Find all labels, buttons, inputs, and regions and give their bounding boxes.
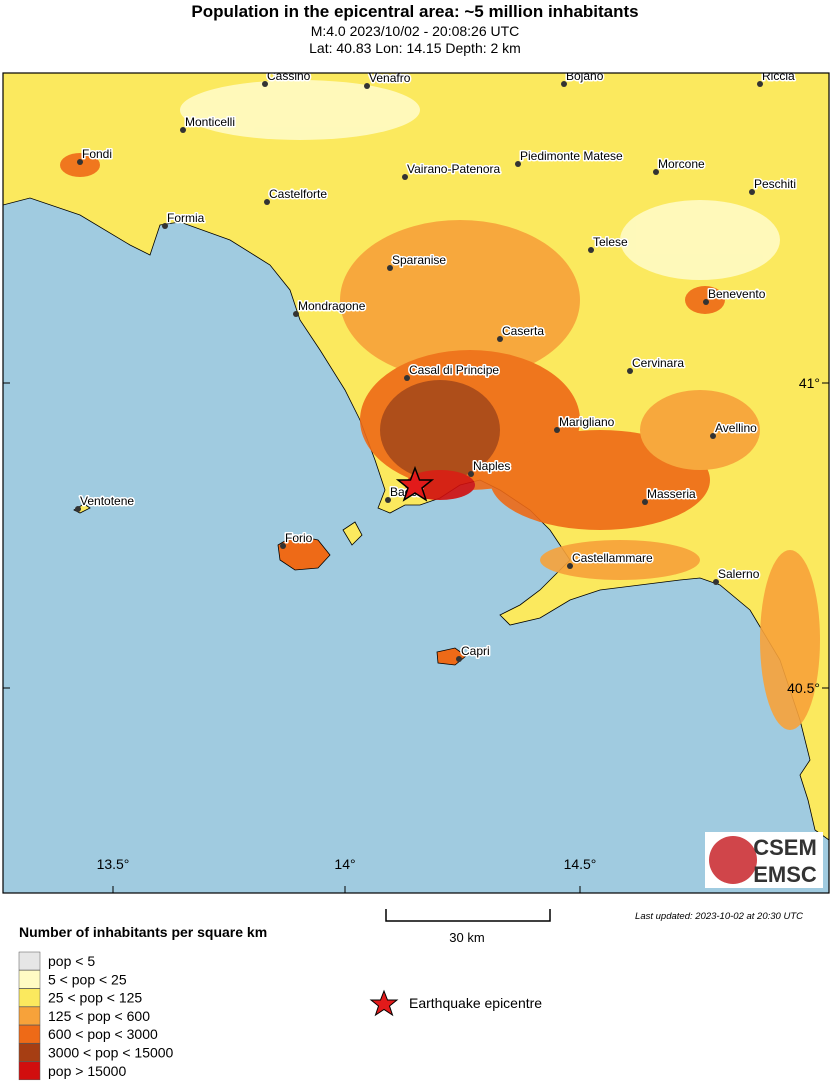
city-dot — [404, 375, 410, 381]
city-dot — [385, 497, 391, 503]
city-label: Formia — [167, 211, 205, 225]
city-dot — [749, 189, 755, 195]
city-label: Castelforte — [269, 187, 327, 201]
city-label: Marigliano — [559, 415, 615, 429]
legend-swatch — [18, 1006, 41, 1026]
subtitle: M:4.0 2023/10/02 - 20:08:26 UTC — [311, 23, 520, 39]
title: Population in the epicentral area: ~5 mi… — [191, 2, 638, 21]
legend-label: 600 < pop < 3000 — [48, 1026, 158, 1042]
city-dot — [713, 579, 719, 585]
city-dot — [642, 499, 648, 505]
city-label: Sparanise — [392, 253, 446, 267]
islands — [73, 503, 467, 666]
legend-label: 3000 < pop < 15000 — [48, 1045, 174, 1061]
city-dot — [280, 543, 286, 549]
city-label: Forio — [285, 531, 313, 545]
lon-label: 14.5° — [564, 856, 597, 872]
last-updated: Last updated: 2023-10-02 at 20:30 UTC — [635, 911, 803, 922]
legend-swatch — [18, 970, 41, 989]
city-dot — [77, 159, 83, 165]
city-label: Cervinara — [632, 356, 684, 370]
city-label: Riccia — [762, 69, 795, 83]
city-label: Morcone — [658, 157, 705, 171]
city-dot — [627, 368, 633, 374]
city-dot — [567, 563, 573, 569]
city-label: Casal di Principe — [409, 363, 499, 377]
city-dot — [588, 247, 594, 253]
scale-bar — [385, 909, 551, 922]
city-dot — [456, 656, 462, 662]
subtitle: Lat: 40.83 Lon: 14.15 Depth: 2 km — [309, 40, 521, 56]
city-label: Benevento — [708, 287, 766, 301]
legend-swatch — [18, 1043, 41, 1062]
city-label: Telese — [593, 235, 628, 249]
city-label: Fondi — [82, 147, 112, 161]
city-dot — [554, 427, 560, 433]
city-dot — [703, 299, 709, 305]
map: Cassino Venafro Bojano Riccia Monticelli Fond… — [3, 69, 829, 893]
city-label: Cassino — [267, 69, 311, 83]
legend-swatch — [18, 951, 41, 971]
city-dot — [364, 83, 370, 89]
city-label: Vairano-Patenora — [407, 162, 500, 176]
legend-label: 125 < pop < 600 — [48, 1008, 150, 1024]
city-dot — [387, 265, 393, 271]
logo-globe — [709, 836, 757, 884]
logo-text: CSEM — [753, 835, 817, 860]
logo-text: EMSC — [753, 862, 817, 887]
legend-swatch — [18, 988, 41, 1007]
legend-star — [369, 989, 399, 1017]
legend-swatch — [18, 1061, 41, 1081]
city-dot — [468, 471, 474, 477]
city-dot — [262, 81, 268, 87]
legend-epicentre: Earthquake epicentre — [409, 995, 542, 1011]
city-dot — [515, 161, 521, 167]
city-dot — [162, 223, 168, 229]
city-dot — [75, 506, 81, 512]
city-label: Capri — [461, 644, 490, 658]
city-dot — [402, 174, 408, 180]
city-dot — [180, 127, 186, 133]
city-label: Bojano — [566, 69, 604, 83]
city-dot — [264, 199, 270, 205]
scale-label: 30 km — [449, 930, 484, 945]
legend-title: Number of inhabitants per square km — [19, 924, 267, 940]
epicentre-star — [395, 465, 435, 502]
city-label: Mondragone — [298, 299, 366, 313]
city-label: Castellammare — [572, 551, 653, 565]
city-dot — [710, 433, 716, 439]
legend-label: 25 < pop < 125 — [48, 990, 142, 1006]
city-dot — [653, 169, 659, 175]
lat-label: 41° — [799, 375, 820, 391]
legend-label: 5 < pop < 25 — [48, 971, 127, 987]
lat-label: 40.5° — [787, 680, 820, 696]
city-label: Peschiti — [754, 177, 796, 191]
city-dot — [757, 81, 763, 87]
legend-swatch — [18, 1024, 41, 1044]
city-label: Avellino — [715, 421, 757, 435]
legend-label: pop < 5 — [48, 953, 95, 969]
city-label: Salerno — [718, 567, 760, 581]
population-density — [60, 80, 820, 730]
lon-label: 14° — [334, 856, 355, 872]
city-dot — [497, 336, 503, 342]
city-label: Monticelli — [185, 115, 235, 129]
city-dot — [293, 311, 299, 317]
lon-label: 13.5° — [97, 856, 130, 872]
city-dot — [561, 81, 567, 87]
city-label: Ventotene — [80, 494, 134, 508]
city-label: Piedimonte Matese — [520, 149, 623, 163]
legend-label: pop > 15000 — [48, 1063, 126, 1079]
map-frame — [2, 72, 830, 894]
city-label: Caserta — [502, 324, 544, 338]
city-label: Naples — [473, 459, 510, 473]
city-label: Masseria — [647, 487, 696, 501]
city-label: Venafro — [369, 71, 411, 85]
